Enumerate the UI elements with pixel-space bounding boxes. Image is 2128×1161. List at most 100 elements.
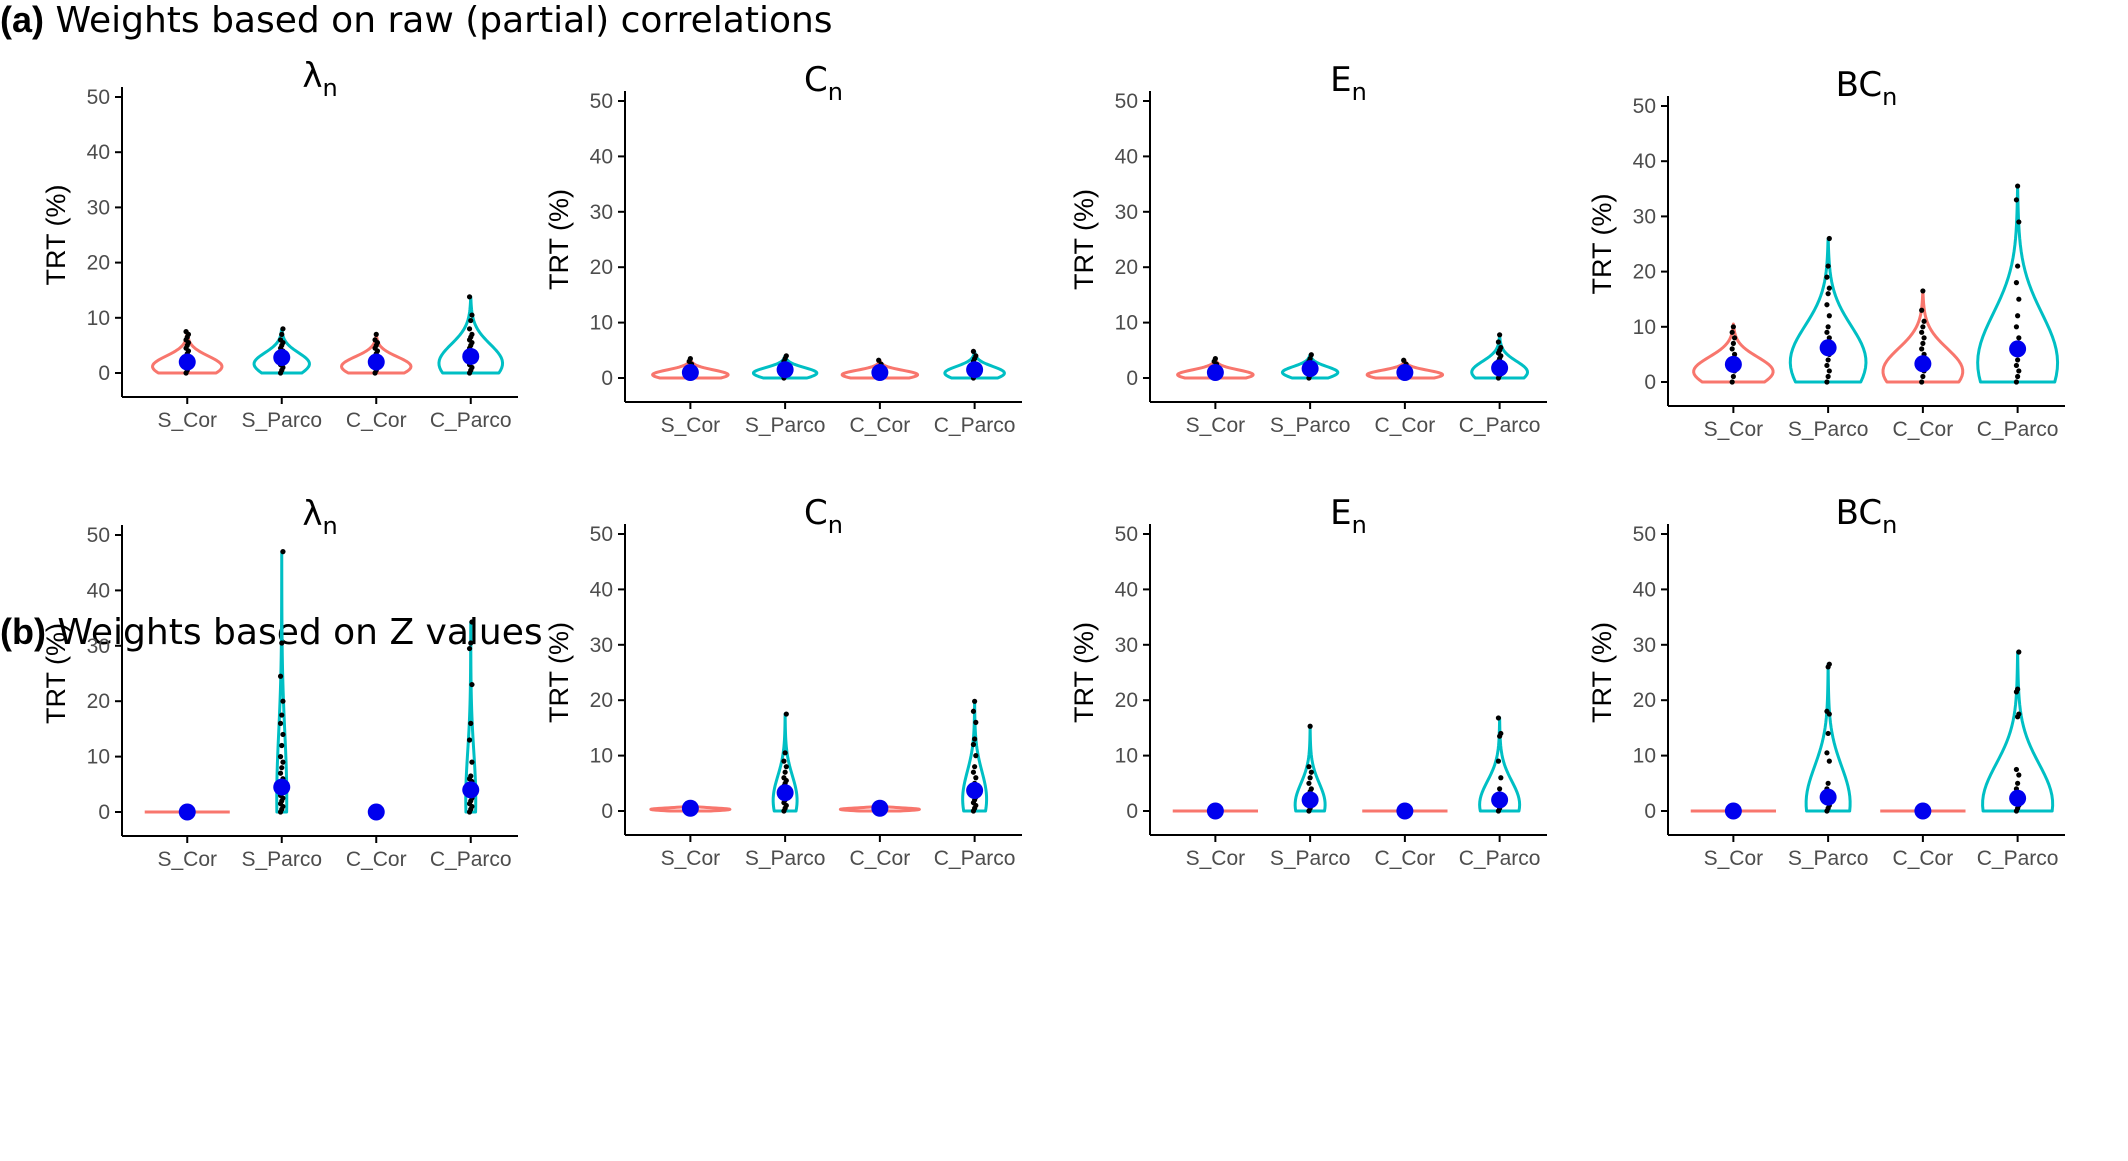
y-tick-label: 0 (601, 800, 613, 823)
data-point (2015, 373, 2021, 380)
x-tick-label: C_Cor (346, 409, 407, 432)
x-tick-label: S_Cor (1704, 418, 1764, 441)
data-point (2013, 324, 2020, 330)
x-tick-label: S_Cor (661, 847, 721, 870)
data-point (1825, 263, 1831, 269)
y-tick-label: 50 (87, 86, 110, 109)
y-tick-label: 20 (1633, 689, 1656, 712)
data-point (1825, 324, 1831, 330)
x-tick-label: C_Parco (1977, 418, 2059, 441)
mean-marker (776, 784, 794, 802)
y-tick-label: 50 (1633, 95, 1656, 118)
data-point (277, 754, 284, 760)
data-point (1920, 324, 1926, 330)
mean-marker (1491, 791, 1509, 809)
mean-marker (178, 803, 196, 821)
y-axis-label: TRT (%) (544, 622, 574, 723)
panel-title-main: E (1330, 493, 1351, 533)
data-point (1729, 329, 1735, 335)
x-tick-label: C_Cor (1893, 847, 1954, 870)
data-point (1824, 708, 1830, 714)
data-point (469, 331, 475, 337)
y-tick-label: 50 (590, 523, 613, 546)
y-tick-label: 20 (590, 256, 613, 279)
data-point (972, 736, 978, 742)
section-a-text: Weights based on raw (partial) correlati… (55, 0, 833, 41)
data-point (183, 329, 189, 335)
data-point (1497, 786, 1503, 792)
data-point (1498, 344, 1504, 351)
panel-title-subscript: n (1882, 511, 1897, 539)
panel-title: BCn (1836, 65, 1898, 111)
data-point (783, 711, 789, 717)
section-a-tag: (a) (0, 0, 44, 40)
data-point (1825, 780, 1831, 786)
y-tick-label: 0 (1644, 371, 1656, 394)
data-point (2013, 379, 2020, 385)
data-point (2015, 263, 2021, 269)
panel-title: En (1330, 493, 1367, 539)
data-point (468, 720, 474, 726)
y-tick-label: 30 (590, 634, 613, 657)
data-point (1308, 352, 1314, 358)
y-tick-label: 10 (1115, 745, 1138, 768)
data-point (2015, 313, 2021, 319)
y-tick-label: 10 (1115, 312, 1138, 335)
data-point (972, 698, 978, 704)
violin-c-parco (1976, 184, 2060, 384)
mean-marker (273, 778, 291, 796)
x-tick-label: S_Parco (241, 409, 322, 432)
data-point (469, 619, 475, 625)
data-point (373, 331, 379, 337)
data-point (973, 353, 979, 359)
y-tick-label: 0 (98, 362, 110, 385)
data-point (277, 337, 284, 343)
section-a-title: (a) Weights based on raw (partial) corre… (0, 0, 833, 41)
data-point (1307, 775, 1313, 781)
y-axis-label: TRT (%) (1587, 194, 1617, 295)
data-point (468, 317, 474, 324)
y-tick-label: 30 (1115, 634, 1138, 657)
data-point (372, 337, 378, 343)
y-tick-label: 0 (1644, 800, 1656, 823)
mean-marker (871, 363, 889, 381)
x-tick-label: S_Cor (157, 848, 217, 871)
data-point (468, 773, 474, 779)
data-point (973, 753, 979, 759)
data-point (1824, 750, 1830, 756)
data-point (279, 640, 285, 646)
y-tick-label: 10 (1633, 745, 1656, 768)
y-tick-label: 30 (1115, 201, 1138, 224)
data-point (1826, 368, 1832, 374)
x-tick-label: C_Cor (850, 847, 911, 870)
panel-title: BCn (1836, 493, 1898, 539)
y-tick-label: 0 (98, 801, 110, 824)
mean-marker (1206, 802, 1224, 820)
mean-marker (1301, 360, 1319, 378)
y-tick-label: 40 (1633, 578, 1656, 601)
mean-marker (2009, 340, 2027, 358)
panel-title-main: λ (302, 56, 322, 96)
data-point (970, 708, 977, 714)
y-tick-label: 50 (1633, 523, 1656, 546)
y-tick-label: 40 (590, 145, 613, 168)
data-point (2013, 766, 2020, 773)
data-point (1824, 302, 1830, 308)
x-tick-label: S_Parco (1270, 414, 1351, 437)
x-tick-label: S_Cor (157, 409, 217, 432)
y-axis-label: TRT (%) (544, 189, 574, 290)
data-point (2015, 183, 2021, 189)
data-point (1497, 332, 1503, 338)
y-tick-label: 30 (1633, 205, 1656, 228)
panel-title-subscript: n (1882, 83, 1897, 111)
data-point (1826, 235, 1832, 242)
data-point (1826, 285, 1832, 291)
panel-title-main: BC (1836, 493, 1882, 533)
mean-marker (462, 347, 480, 365)
data-point (1729, 379, 1735, 385)
data-point (1495, 339, 1502, 345)
data-point (277, 770, 284, 776)
y-tick-label: 50 (87, 524, 110, 547)
x-tick-label: S_Parco (745, 847, 826, 870)
data-point (783, 764, 789, 770)
